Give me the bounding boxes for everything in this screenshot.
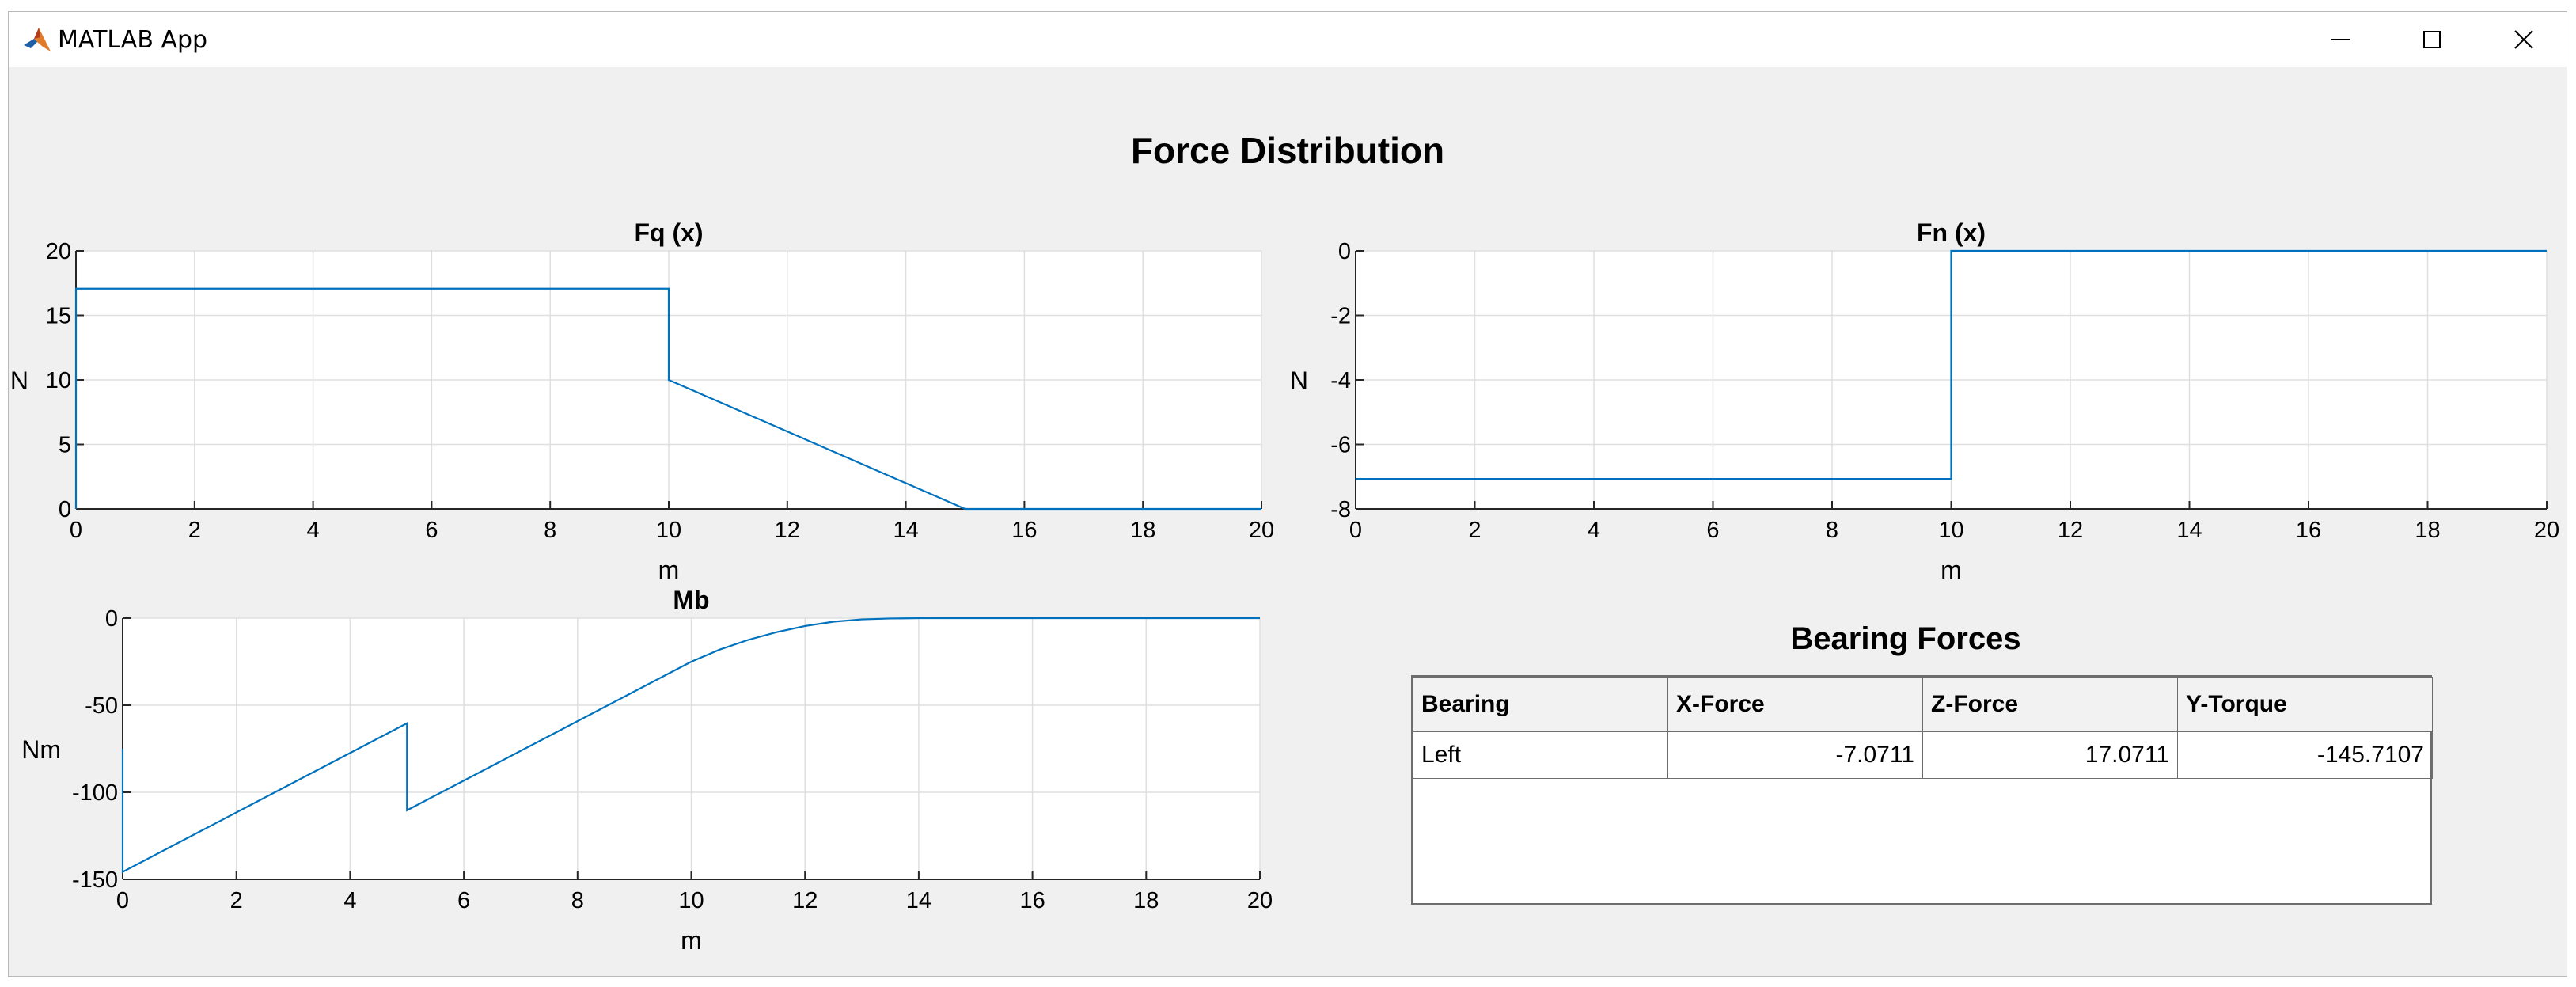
x-tick-label: 12 [775, 518, 800, 543]
x-tick-label: 4 [307, 518, 320, 543]
maximize-button[interactable] [2386, 12, 2478, 67]
x-tick-label: 2 [230, 888, 243, 913]
x-tick-label: 0 [70, 518, 82, 543]
x-tick-label: 16 [1019, 888, 1045, 913]
y-tick-label: 0 [1338, 239, 1351, 264]
x-tick-label: 10 [1938, 518, 1963, 543]
x-tick-label: 18 [1133, 888, 1159, 913]
minimize-button[interactable] [2294, 12, 2386, 67]
title-bar: MATLAB App [9, 12, 2567, 67]
y-tick-label: -50 [85, 693, 118, 719]
x-tick-label: 14 [893, 518, 918, 543]
table-cell[interactable]: -7.0711 [1667, 731, 1923, 779]
x-tick-label: 8 [1826, 518, 1838, 543]
y-tick-label: -6 [1330, 433, 1351, 458]
page-title: Force Distribution [1130, 130, 1445, 171]
bearing-forces-title: Bearing Forces [1790, 621, 2021, 656]
x-axis-label-mb: m [681, 926, 702, 955]
minimize-icon [2331, 39, 2350, 40]
y-tick-label: 10 [46, 368, 71, 393]
column-header-bearing[interactable]: Bearing [1413, 677, 1668, 732]
chart-title-mb: Mb [673, 586, 709, 614]
y-axis-label-mb: Nm [21, 735, 61, 764]
table-cell[interactable]: 17.0711 [1922, 731, 2178, 779]
y-axis-label-fq: N [10, 366, 28, 395]
y-tick-label: -8 [1330, 497, 1351, 522]
y-tick-label: 20 [46, 239, 71, 264]
x-tick-label: 14 [2176, 518, 2202, 543]
x-tick-label: 0 [1349, 518, 1362, 543]
bearing-table[interactable]: Bearing X-Force Z-Force Y-Torque Left -7… [1411, 675, 2433, 905]
column-header-z-force[interactable]: Z-Force [1922, 677, 2178, 732]
x-tick-label: 10 [656, 518, 681, 543]
x-tick-label: 4 [1588, 518, 1600, 543]
series-line-mb[interactable] [121, 617, 1260, 874]
x-tick-label: 18 [2415, 518, 2440, 543]
x-tick-label: 16 [2296, 518, 2321, 543]
x-tick-label: 12 [792, 888, 818, 913]
x-tick-label: 2 [1468, 518, 1481, 543]
x-tick-label: 20 [1249, 518, 1274, 543]
x-tick-label: 6 [425, 518, 438, 543]
y-tick-label: 0 [105, 606, 118, 632]
x-tick-label: 6 [457, 888, 470, 913]
x-tick-label: 2 [188, 518, 201, 543]
y-tick-label: 15 [46, 304, 71, 329]
y-tick-label: 0 [59, 497, 71, 522]
x-tick-label: 16 [1011, 518, 1037, 543]
x-axis-label-fq: m [658, 556, 680, 584]
x-tick-label: 20 [2534, 518, 2559, 543]
x-tick-label: 12 [2058, 518, 2083, 543]
column-header-y-torque[interactable]: Y-Torque [2177, 677, 2433, 732]
y-tick-label: -150 [72, 867, 118, 893]
close-button[interactable] [2478, 12, 2570, 67]
x-tick-label: 8 [544, 518, 556, 543]
table-cell[interactable]: -145.7107 [2177, 731, 2433, 779]
y-tick-label: -100 [72, 780, 118, 806]
x-tick-label: 18 [1130, 518, 1155, 543]
table-row[interactable]: Left -7.0711 17.0711 -145.7107 [1413, 731, 2433, 779]
series-line-fq[interactable] [74, 287, 1261, 511]
x-tick-label: 4 [343, 888, 356, 913]
chart-title-fq: Fq (x) [634, 218, 703, 247]
x-tick-label: 8 [571, 888, 584, 913]
x-tick-label: 6 [1706, 518, 1719, 543]
column-header-x-force[interactable]: X-Force [1667, 677, 1923, 732]
close-icon [2514, 30, 2533, 49]
x-tick-label: 0 [116, 888, 129, 913]
y-tick-label: -2 [1330, 304, 1351, 329]
x-axis-label-fn: m [1941, 556, 1962, 584]
y-tick-label: -4 [1330, 368, 1351, 393]
y-tick-label: 5 [59, 433, 71, 458]
table-cell[interactable]: Left [1413, 731, 1668, 779]
app-window: MATLAB App Force Distribution 0 2 4 6 8 10 12 1… [8, 11, 2567, 977]
x-tick-label: 14 [906, 888, 931, 913]
matlab-logo-icon [21, 25, 53, 56]
series-line-fn[interactable] [1356, 249, 2547, 480]
maximize-icon [2423, 31, 2441, 48]
x-tick-label: 10 [678, 888, 704, 913]
y-axis-label-fn: N [1290, 366, 1308, 395]
chart-title-fn: Fn (x) [1917, 218, 1986, 247]
x-tick-label: 20 [1247, 888, 1273, 913]
window-title: MATLAB App [58, 26, 208, 54]
table-header-row: Bearing X-Force Z-Force Y-Torque [1413, 677, 2433, 732]
